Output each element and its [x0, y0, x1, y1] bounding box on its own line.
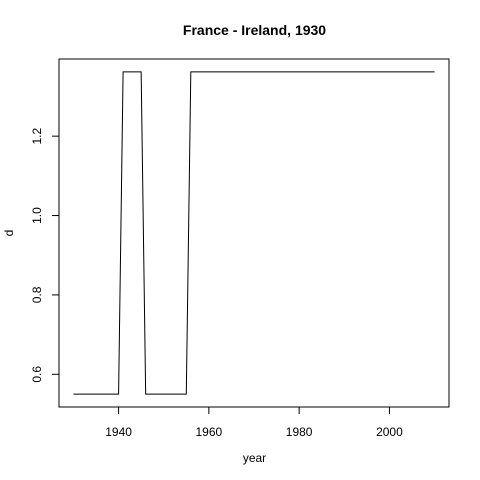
- y-tick-label: 1.2: [30, 127, 44, 144]
- x-tick-label: 1980: [286, 425, 313, 439]
- x-tick-label: 1940: [105, 425, 132, 439]
- plot-frame: [58, 58, 450, 408]
- chart-title: France - Ireland, 1930: [183, 22, 326, 38]
- y-tick-label: 1.0: [30, 207, 44, 224]
- y-axis: 0.6 0.8 1.0 1.2: [30, 127, 60, 383]
- y-tick-label: 0.8: [30, 286, 44, 303]
- y-tick-label: 0.6: [30, 366, 44, 383]
- series-line: [73, 71, 435, 395]
- x-tick-label: 2000: [376, 425, 403, 439]
- x-tick-label: 1960: [196, 425, 223, 439]
- x-axis: 1940 1960 1980 2000: [105, 406, 403, 439]
- series-layer: [73, 71, 435, 395]
- x-axis-label: year: [243, 451, 266, 465]
- y-axis-label: d: [2, 230, 16, 237]
